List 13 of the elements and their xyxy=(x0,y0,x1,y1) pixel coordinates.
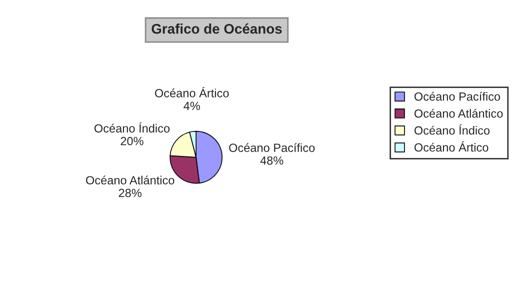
data-label: 20% xyxy=(120,136,144,146)
data-label: 4% xyxy=(184,102,200,110)
slice-label: Océano Índico xyxy=(94,122,170,133)
data-label: 48% xyxy=(260,156,284,165)
legend-label: Océano Ártico xyxy=(414,141,488,152)
slice-label: Océano Ártico xyxy=(155,87,229,98)
legend-label: Océano Pacífico xyxy=(414,92,500,101)
legend-label: Océano Atlántico xyxy=(414,108,503,118)
chart-title: Grafico de Océanos xyxy=(152,23,282,34)
slice-label: Océano Pacífico xyxy=(229,143,315,152)
slice-label: Océano Atlántico xyxy=(86,176,174,184)
data-label: 28% xyxy=(118,188,142,198)
legend-label: Océano Índico xyxy=(414,124,490,135)
